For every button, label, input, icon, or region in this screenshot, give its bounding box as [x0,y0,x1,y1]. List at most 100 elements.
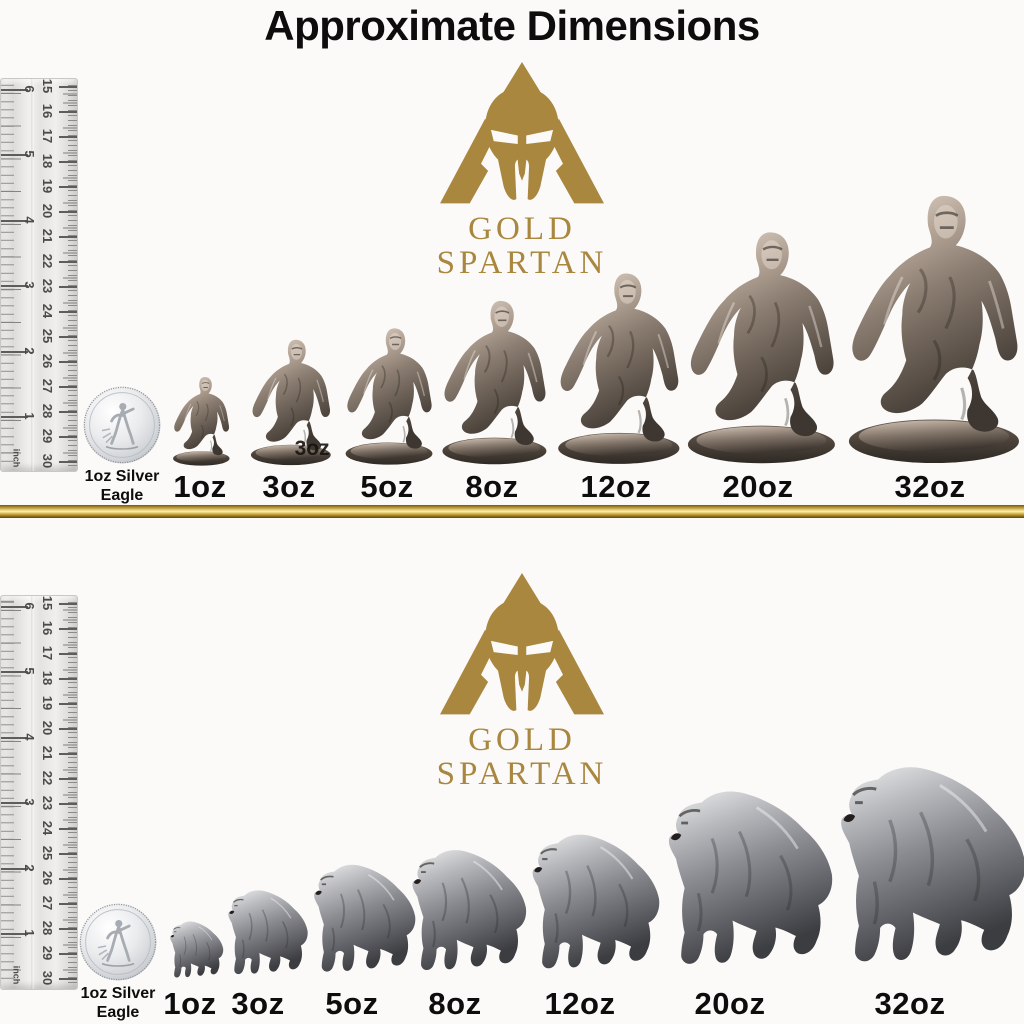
inch-tick [1,89,28,91]
cm-tick [59,386,77,388]
brand-logo: GOLD SPARTAN [407,62,637,281]
figurine-column-gorilla-3oz: 3oz [206,888,310,1022]
cm-tick-label: 16 [40,620,55,636]
cm-tick [59,753,77,755]
gold-divider [0,505,1024,518]
bigfoot-figurine-8oz [432,297,553,467]
inch-tick [1,285,28,288]
coin-column: 1oz Silver Eagle [78,902,158,1022]
cm-tick [59,111,77,113]
cm-tick [59,336,77,338]
size-label: 3oz [262,469,316,504]
figurine-column-bigfoot-1oz: 1oz [167,375,233,505]
figurine-column-gorilla-5oz: 5oz [286,862,419,1022]
size-label: 3oz [231,986,285,1021]
inch-tick [1,154,28,157]
cm-tick-label: 15 [40,78,55,94]
cm-tick [59,728,77,730]
cm-tick-label: 17 [40,128,55,144]
cm-tick [59,236,77,238]
cm-tick [59,261,77,263]
size-label: 1oz [163,986,217,1021]
cm-half-ticks [63,83,77,467]
figurine-column-gorilla-20oz: 20oz [623,787,837,1022]
cm-tick [59,411,77,413]
brand-logo: GOLD SPARTAN [407,573,637,792]
size-label: 32oz [874,986,946,1021]
cm-tick [59,461,77,463]
cm-tick [59,778,77,780]
cm-tick [59,803,77,805]
cm-tick [59,311,77,313]
cm-tick-label: 18 [40,153,55,169]
brand-name-line1: GOLD [468,722,576,758]
ruler: 15 16 17 18 19 20 21 22 23 24 25 26 27 28 29 30 6 5 4 3 2 1 in… [0,78,78,472]
cm-tick-label: 15 [40,595,55,611]
cm-tick [59,953,77,955]
size-label: 32oz [894,469,966,504]
brand-name-line2: SPARTAN [436,245,608,282]
cm-tick-label: 19 [40,695,55,711]
cm-half-ticks [63,600,77,985]
inch-half-ticks [1,600,21,985]
gorilla-size-row: 1oz Silver Eagle 1oz 3oz 5oz 8oz 12oz 20oz 32oz [0,760,1024,1022]
cm-tick [59,211,77,213]
figurine-column-bigfoot-8oz: 8oz [432,297,553,505]
inch-tick [1,802,28,805]
ruler-groove [31,596,34,989]
cm-tick [59,978,77,980]
cm-tick [59,653,77,655]
size-label: 20oz [694,986,766,1021]
gorilla-figurine-32oz [790,762,1024,984]
cm-tick [59,136,77,138]
inch-tick-label: 6 [22,85,37,93]
cm-tick [59,86,77,88]
brand-name-line1: GOLD [468,211,576,247]
figurine-column-gorilla-8oz: 8oz [381,847,530,1022]
size-label: 8oz [428,986,482,1021]
cm-tick [59,161,77,163]
figurine-column-bigfoot-5oz: 5oz [337,325,438,505]
inch-half-ticks [1,83,21,467]
cm-tick-label: 21 [40,745,55,761]
brand-name-line2: SPARTAN [436,756,608,793]
coin-label: 1oz Silver Eagle [84,468,160,504]
cm-tick [59,286,77,288]
inch-tick [1,933,28,935]
inch-tick [1,219,28,222]
cm-tick [59,703,77,705]
inch-tick [1,736,28,739]
cm-tick [59,828,77,830]
bigfoot-size-row: 1oz Silver Eagle 1oz 3oz 3oz 5oz 8oz 12oz 20oz 32… [0,190,1024,505]
coin-label: 1oz Silver Eagle [80,985,156,1021]
bigfoot-figurine-1oz [167,375,233,467]
cm-tick [59,436,77,438]
bigfoot-figurine-32oz [831,190,1024,467]
ruler: 15 16 17 18 19 20 21 22 23 24 25 26 27 28 29 30 6 5 4 3 2 1 in… [0,595,78,990]
bigfoot-figurine-12oz [546,269,687,467]
silver-eagle-coin [82,385,162,465]
size-label: 5oz [325,986,379,1021]
coin-column: 1oz Silver Eagle [82,385,162,505]
size-label: 20oz [722,469,794,504]
cm-tick-label: 18 [40,670,55,686]
spartan-helmet-icon [437,62,607,209]
bigfoot-figurine-20oz [673,227,844,467]
ruler-groove [31,79,34,471]
cm-tick [59,903,77,905]
cm-tick [59,361,77,363]
figurine-column-gorilla-12oz: 12oz [497,831,663,1022]
page-title: Approximate Dimensions [264,2,760,49]
inch-tick [1,606,28,608]
inch-tick [1,671,28,674]
bigfoot-figurine-5oz [337,325,438,467]
cm-tick [59,678,77,680]
cm-tick [59,853,77,855]
size-label: 1oz [173,469,227,504]
silver-eagle-coin [78,902,158,982]
figurine-column-bigfoot-3oz: 3oz 3oz [243,337,336,505]
inch-tick-label: 6 [22,602,37,610]
figurine-column-bigfoot-32oz: 32oz [831,190,1024,505]
size-label: 5oz [360,469,414,504]
